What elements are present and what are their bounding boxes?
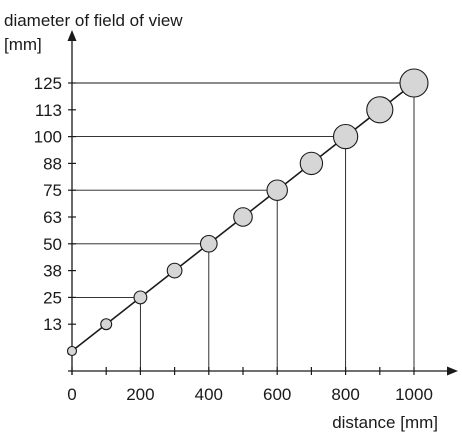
y-tick-label: 63 <box>43 208 62 227</box>
x-axis-title: distance [mm] <box>332 413 438 432</box>
data-point <box>199 234 218 253</box>
x-tick-label: 600 <box>263 385 291 404</box>
y-axis-title-line1: diameter of field of view <box>4 11 183 30</box>
ticks: 13 25 38 50 63 75 88 100 113 125 0 200 400 600 800 1000 <box>34 74 433 404</box>
data-point <box>100 318 113 331</box>
data-point <box>166 262 183 279</box>
data-point <box>366 96 394 124</box>
data-point <box>332 123 359 150</box>
y-tick-label: 125 <box>34 74 62 93</box>
x-tick-label: 1000 <box>395 385 433 404</box>
data-point <box>399 68 429 98</box>
y-axis-title-line2: [mm] <box>4 35 42 54</box>
y-tick-label: 38 <box>43 262 62 281</box>
data-point <box>133 290 148 305</box>
guide-lines <box>72 82 415 371</box>
y-tick-label: 50 <box>43 235 62 254</box>
x-tick-label: 800 <box>331 385 359 404</box>
data-point <box>299 151 324 176</box>
y-tick-label: 13 <box>43 315 62 334</box>
data-points <box>66 68 429 357</box>
data-point <box>66 345 78 357</box>
axes <box>67 30 458 376</box>
x-tick-label: 200 <box>126 385 154 404</box>
y-tick-label: 100 <box>34 128 62 147</box>
y-tick-label: 113 <box>35 101 62 120</box>
y-tick-label: 88 <box>43 154 62 173</box>
data-point <box>266 179 288 201</box>
y-tick-label: 75 <box>43 181 62 200</box>
x-tick-label: 400 <box>195 385 223 404</box>
x-tick-label: 0 <box>67 385 76 404</box>
y-axis-arrow <box>67 30 77 41</box>
data-point <box>233 207 253 227</box>
x-axis-arrow <box>447 366 458 376</box>
y-tick-label: 25 <box>43 288 62 307</box>
